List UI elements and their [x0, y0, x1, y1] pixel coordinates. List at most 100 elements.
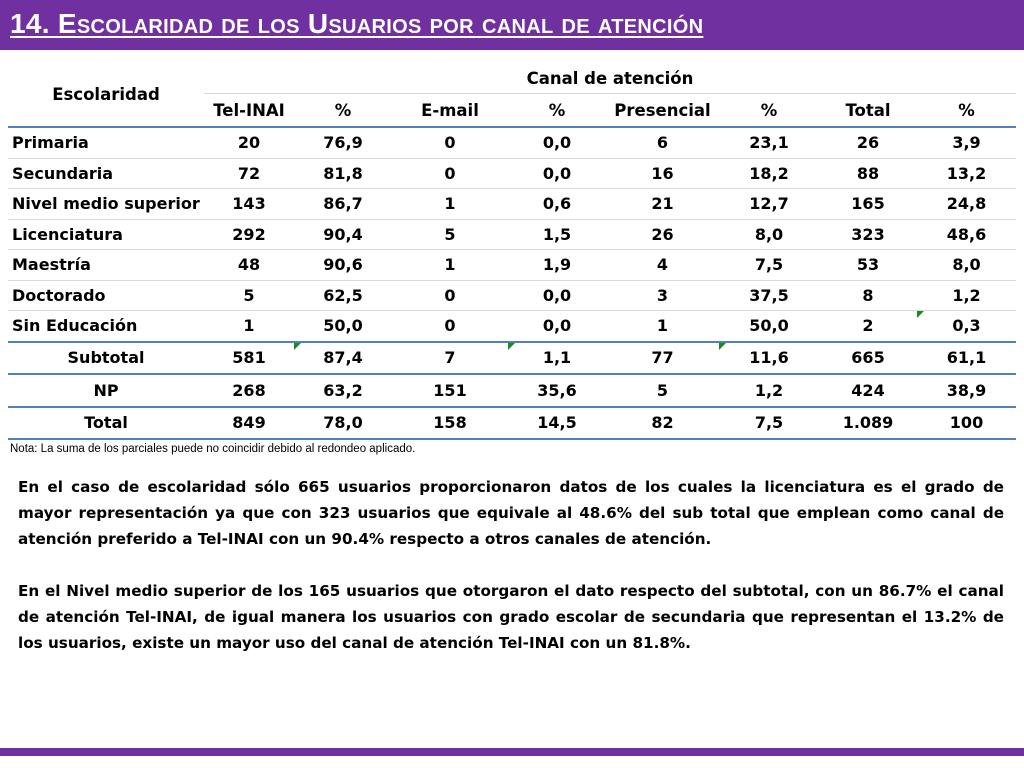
table-cell: 0,0 — [508, 280, 606, 311]
table-cell: 81,8 — [294, 158, 392, 189]
header-escolaridad: Escolaridad — [8, 63, 204, 128]
table-cell: 0,0 — [508, 127, 606, 159]
table-cell: 323 — [819, 219, 917, 250]
table-row: NP 268 63,2 151 35,6 5 1,2 424 38,9 — [8, 373, 1016, 408]
table-cell: 76,9 — [294, 127, 392, 159]
table-cell: 35,6 — [508, 373, 606, 408]
table-cell: 26 — [606, 219, 719, 250]
row-label: Secundaria — [8, 158, 204, 189]
table-cell: 78,0 — [294, 406, 392, 440]
table-cell: 6 — [606, 127, 719, 159]
table-row: Primaria 20 76,9 0 0,0 6 23,1 26 3,9 — [8, 127, 1016, 159]
table-cell: 1,2 — [917, 280, 1016, 311]
table-cell: 0 — [392, 158, 508, 189]
column-header: % — [294, 93, 392, 128]
row-label: Total — [8, 406, 204, 440]
column-header: % — [719, 93, 819, 128]
table-cell: 1.089 — [819, 406, 917, 440]
row-label: Nivel medio superior — [8, 188, 204, 220]
table-cell: 7 — [392, 341, 508, 375]
header-canal: Canal de atención — [204, 63, 1016, 94]
table-cell: 5 — [392, 219, 508, 250]
table-cell: 3,9 — [917, 127, 1016, 159]
table-cell: 3 — [606, 280, 719, 311]
table-cell: 61,1 — [917, 341, 1016, 375]
table-cell: 0 — [392, 280, 508, 311]
table-cell: 1 — [392, 249, 508, 281]
table-cell: 1 — [606, 310, 719, 343]
table-cell: 50,0 — [294, 310, 392, 343]
table-cell: 1,5 — [508, 219, 606, 250]
table-cell: 5 — [204, 280, 294, 311]
table-row: Subtotal 581 87,4 7 1,1 77 11,6 665 61,1 — [8, 341, 1016, 375]
table-cell: 7,5 — [719, 249, 819, 281]
table-cell: 12,7 — [719, 188, 819, 220]
table-cell: 581 — [204, 341, 294, 375]
table-cell: 90,6 — [294, 249, 392, 281]
table-cell: 13,2 — [917, 158, 1016, 189]
column-header: Presencial — [606, 93, 719, 128]
page-title: 14. Escolaridad de los Usuarios por cana… — [10, 8, 704, 39]
table-cell: 424 — [819, 373, 917, 408]
table-cell: 53 — [819, 249, 917, 281]
table-cell: 16 — [606, 158, 719, 189]
table-cell: 77 — [606, 341, 719, 375]
table-cell: 143 — [204, 188, 294, 220]
table-cell: 100 — [917, 406, 1016, 440]
table-cell: 48 — [204, 249, 294, 281]
data-table-container: Escolaridad Canal de atención Tel-INAI %… — [8, 63, 1016, 440]
table-cell: 24,8 — [917, 188, 1016, 220]
table-cell: 5 — [606, 373, 719, 408]
table-row: Maestría 48 90,6 1 1,9 4 7,5 53 8,0 — [8, 249, 1016, 281]
table-cell: 1,1 — [508, 341, 606, 375]
table-row: Secundaria 72 81,8 0 0,0 16 18,2 88 13,2 — [8, 158, 1016, 189]
column-header: % — [917, 93, 1016, 128]
footer-bar — [0, 748, 1024, 756]
table-cell: 1,9 — [508, 249, 606, 281]
table-cell: 88 — [819, 158, 917, 189]
table-cell: 48,6 — [917, 219, 1016, 250]
table-cell: 1 — [204, 310, 294, 343]
table-row: Doctorado 5 62,5 0 0,0 3 37,5 8 1,2 — [8, 280, 1016, 311]
table-cell: 165 — [819, 188, 917, 220]
table-header-row-top: Escolaridad Canal de atención — [8, 63, 1016, 128]
table-cell: 0 — [392, 127, 508, 159]
table-cell: 7,5 — [719, 406, 819, 440]
table-row: Sin Educación 1 50,0 0 0,0 1 50,0 2 0,3 — [8, 310, 1016, 343]
column-header: Tel-INAI — [204, 93, 294, 128]
table-cell: 37,5 — [719, 280, 819, 311]
table-cell: 87,4 — [294, 341, 392, 375]
paragraph-2: En el Nivel medio superior de los 165 us… — [18, 582, 1004, 652]
table-cell: 2 — [819, 310, 917, 343]
header-bar: 14. Escolaridad de los Usuarios por cana… — [0, 0, 1024, 50]
table-cell: 0 — [392, 310, 508, 343]
table-row: Licenciatura 292 90,4 5 1,5 26 8,0 323 48,6 — [8, 219, 1016, 250]
table-cell: 1,2 — [719, 373, 819, 408]
row-label: Subtotal — [8, 341, 204, 375]
table-cell: 21 — [606, 188, 719, 220]
table-cell: 20 — [204, 127, 294, 159]
table-cell: 23,1 — [719, 127, 819, 159]
table-cell: 4 — [606, 249, 719, 281]
table-cell: 38,9 — [917, 373, 1016, 408]
row-label: Sin Educación — [8, 310, 204, 343]
table-header-row-sub: Tel-INAI % E-mail % Presencial % Total % — [8, 93, 1016, 128]
table-cell: 82 — [606, 406, 719, 440]
table-cell: 0,3 — [917, 310, 1016, 343]
table-cell: 8,0 — [917, 249, 1016, 281]
table-cell: 72 — [204, 158, 294, 189]
table-cell: 14,5 — [508, 406, 606, 440]
paragraph-1: En el caso de escolaridad sólo 665 usuar… — [18, 478, 1004, 548]
table-row: Nivel medio superior 143 86,7 1 0,6 21 12,7 165… — [8, 188, 1016, 220]
table-cell: 18,2 — [719, 158, 819, 189]
data-table: Escolaridad Canal de atención Tel-INAI %… — [8, 63, 1016, 440]
table-cell: 8,0 — [719, 219, 819, 250]
table-cell: 11,6 — [719, 341, 819, 375]
table-cell: 90,4 — [294, 219, 392, 250]
row-label: Primaria — [8, 127, 204, 159]
column-header: E-mail — [392, 93, 508, 128]
row-label: Doctorado — [8, 280, 204, 311]
table-cell: 26 — [819, 127, 917, 159]
table-cell: 151 — [392, 373, 508, 408]
row-label: Licenciatura — [8, 219, 204, 250]
